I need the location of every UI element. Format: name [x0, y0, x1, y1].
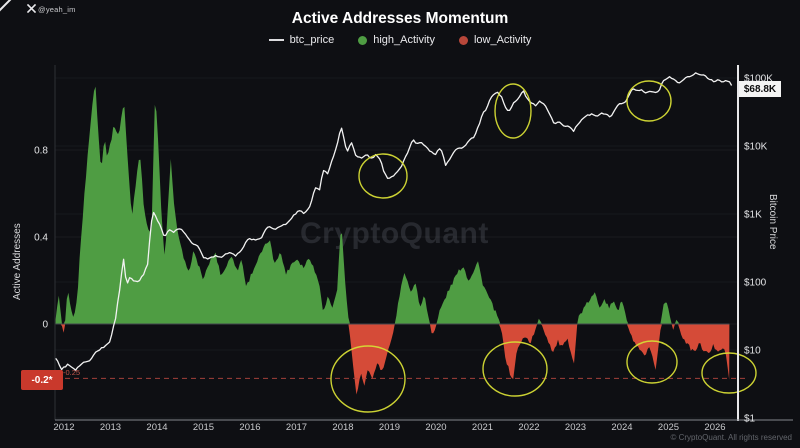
right-tick-label: $10: [744, 346, 761, 357]
chart-title: Active Addresses Momentum: [291, 10, 509, 27]
right-axis-title: Bitcoin Price: [767, 194, 778, 250]
reference-line-label: -0.25: [63, 368, 80, 377]
annotation-circle: [330, 345, 406, 413]
right-tick-label: $100K: [744, 74, 773, 85]
year-tick-label: 2017: [286, 422, 307, 433]
year-tick-label: 2022: [518, 422, 539, 433]
year-tick-label: 2020: [425, 422, 446, 433]
right-tick-label: $10K: [744, 142, 768, 153]
right-tick-label: $100: [744, 278, 767, 289]
reference-value-badge: -0.2*: [21, 370, 63, 390]
year-tick-label: 2012: [53, 422, 74, 433]
chart-legend: btc_price high_Activity low_Activity: [0, 34, 800, 46]
legend-label: btc_price: [289, 34, 335, 46]
x-logo-icon: [27, 4, 36, 13]
left-tick-label: 0.8: [34, 146, 48, 157]
year-tick-label: 2014: [146, 422, 167, 433]
legend-label: high_Activity: [373, 34, 435, 46]
year-tick-label: 2016: [239, 422, 260, 433]
legend-label: low_Activity: [473, 34, 532, 46]
legend-item-btc_price[interactable]: btc_price: [268, 34, 335, 46]
year-tick-label: 2013: [100, 422, 121, 433]
year-tick-label: 2024: [611, 422, 632, 433]
cryptoquant-watermark: CryptoQuant: [300, 217, 489, 250]
brand-header: @yeah_im: [0, 0, 120, 22]
year-tick-label: 2018: [332, 422, 353, 433]
last-price-badge: $68.8K: [739, 81, 781, 97]
annotation-circle: [494, 83, 532, 139]
right-tick-label: $1K: [744, 210, 762, 221]
copyright-notice: © CryptoQuant. All rights reserved: [670, 433, 793, 442]
annotation-circle: [626, 80, 672, 122]
x-handle: @yeah_im: [38, 5, 76, 14]
year-tick-label: 2025: [658, 422, 679, 433]
legend-dot-swatch: [358, 35, 368, 45]
right-tick-label: $1: [744, 414, 756, 425]
high-activity-area: [55, 86, 730, 324]
year-tick-label: 2021: [472, 422, 493, 433]
year-tick-label: 2026: [704, 422, 725, 433]
left-tick-label: 0.4: [34, 233, 48, 244]
year-tick-label: 2023: [565, 422, 586, 433]
annotation-circle: [358, 153, 408, 199]
legend-dot-swatch: [458, 35, 468, 45]
annotation-circle: [626, 340, 678, 384]
year-tick-label: 2019: [379, 422, 400, 433]
btc-price-line: [55, 72, 733, 371]
left-tick-label: 0: [42, 320, 48, 331]
legend-item-low_Activity[interactable]: low_Activity: [458, 34, 532, 46]
low-activity-area: [55, 324, 730, 395]
left-axis-title: Active Addresses: [12, 223, 23, 300]
legend-item-high_Activity[interactable]: high_Activity: [358, 34, 435, 46]
annotation-circle: [701, 352, 757, 394]
year-tick-label: 2015: [193, 422, 214, 433]
annotation-circle: [482, 341, 548, 397]
corner-slash-decoration: [0, 0, 13, 15]
legend-line-swatch: [268, 39, 284, 41]
